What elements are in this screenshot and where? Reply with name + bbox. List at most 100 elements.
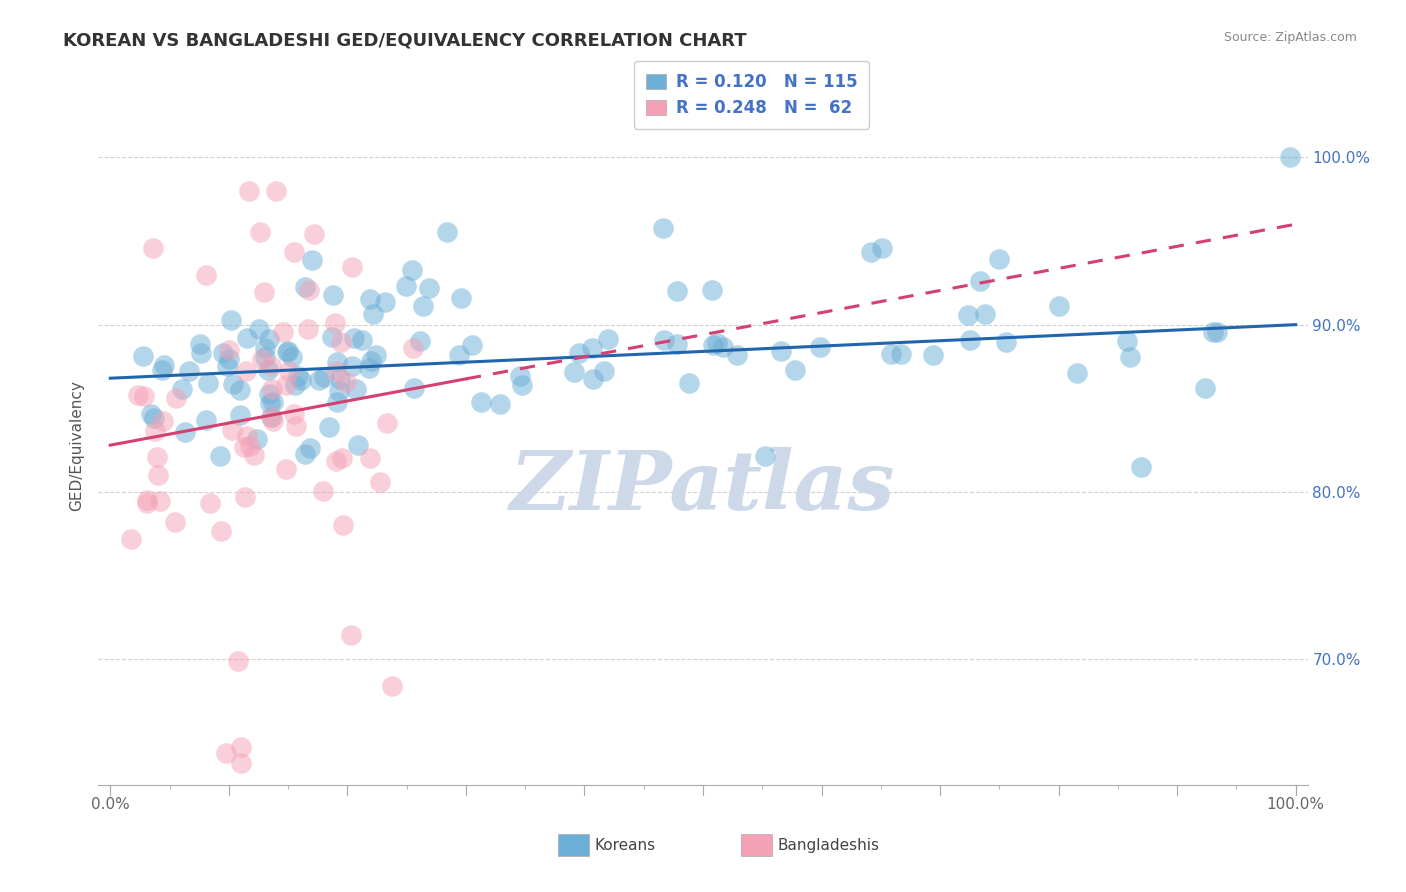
Point <box>343 331 366 345</box>
Point <box>342 359 364 374</box>
Point <box>150 363 173 377</box>
Point <box>1202 325 1225 339</box>
Point <box>283 407 305 421</box>
Point <box>229 756 252 770</box>
Point <box>222 376 245 391</box>
Point <box>329 372 352 386</box>
Point <box>344 382 367 396</box>
Point <box>260 409 283 424</box>
Point <box>274 462 297 476</box>
Point <box>281 350 304 364</box>
Point <box>229 383 252 397</box>
Point <box>177 364 200 378</box>
Point <box>254 341 277 355</box>
Point <box>922 348 945 362</box>
Point <box>700 283 723 297</box>
Point <box>460 338 482 352</box>
Point <box>172 382 194 396</box>
Point <box>412 300 434 314</box>
Point <box>284 377 307 392</box>
Point <box>277 344 299 359</box>
Point <box>1130 459 1153 474</box>
Point <box>1066 366 1088 380</box>
Point <box>209 449 232 463</box>
Point <box>568 346 591 360</box>
Point <box>1278 150 1301 164</box>
Point <box>1194 381 1216 395</box>
Point <box>596 332 619 346</box>
Point <box>346 438 368 452</box>
Point <box>173 425 195 440</box>
Point <box>212 346 235 360</box>
Point <box>783 363 806 377</box>
Point <box>120 532 142 546</box>
Point <box>395 279 418 293</box>
Point <box>880 347 903 361</box>
Point <box>221 423 243 437</box>
Point <box>381 679 404 693</box>
Point <box>215 746 238 760</box>
Point <box>890 347 912 361</box>
Point <box>197 376 219 390</box>
Point <box>754 449 776 463</box>
Point <box>229 408 252 422</box>
Point <box>368 475 391 489</box>
Point <box>233 440 256 454</box>
Text: KOREAN VS BANGLADESHI GED/EQUIVALENCY CORRELATION CHART: KOREAN VS BANGLADESHI GED/EQUIVALENCY CO… <box>63 31 747 49</box>
Point <box>298 441 321 455</box>
Point <box>312 369 335 384</box>
Point <box>290 373 312 387</box>
Point <box>142 411 165 425</box>
Point <box>152 358 174 372</box>
Point <box>335 375 357 389</box>
Point <box>360 354 382 368</box>
Point <box>956 308 979 322</box>
Point <box>988 252 1011 267</box>
Point <box>283 244 305 259</box>
Point <box>301 253 323 268</box>
Point <box>249 225 271 239</box>
Point <box>994 335 1017 350</box>
Point <box>302 227 325 241</box>
Point <box>581 341 603 355</box>
Point <box>450 291 472 305</box>
Point <box>260 359 283 373</box>
Point <box>652 220 675 235</box>
Point <box>321 330 343 344</box>
Point <box>235 364 257 378</box>
Point <box>146 450 169 464</box>
Point <box>974 307 997 321</box>
Point <box>489 397 512 411</box>
Point <box>322 288 344 302</box>
Point <box>260 382 283 396</box>
Point <box>359 360 381 375</box>
Point <box>329 334 352 349</box>
Text: Bangladeshis: Bangladeshis <box>778 838 880 853</box>
Point <box>297 322 319 336</box>
Point <box>231 739 253 754</box>
Point <box>247 322 270 336</box>
Point <box>325 454 347 468</box>
Point <box>665 337 688 351</box>
Point <box>194 268 217 282</box>
Point <box>470 395 492 409</box>
Point <box>330 451 353 466</box>
Point <box>257 387 280 401</box>
Point <box>194 413 217 427</box>
Point <box>808 340 831 354</box>
Point <box>401 262 423 277</box>
Point <box>294 280 316 294</box>
Y-axis label: GED/Equivalency: GED/Equivalency <box>69 381 84 511</box>
Point <box>287 368 309 383</box>
Point <box>243 448 266 462</box>
Point <box>593 364 616 378</box>
Point <box>409 334 432 348</box>
Point <box>1116 334 1139 348</box>
Point <box>136 496 159 510</box>
Point <box>149 494 172 508</box>
Point <box>339 628 361 642</box>
Point <box>238 184 260 198</box>
Point <box>165 515 187 529</box>
Point <box>318 420 340 434</box>
Point <box>239 439 262 453</box>
